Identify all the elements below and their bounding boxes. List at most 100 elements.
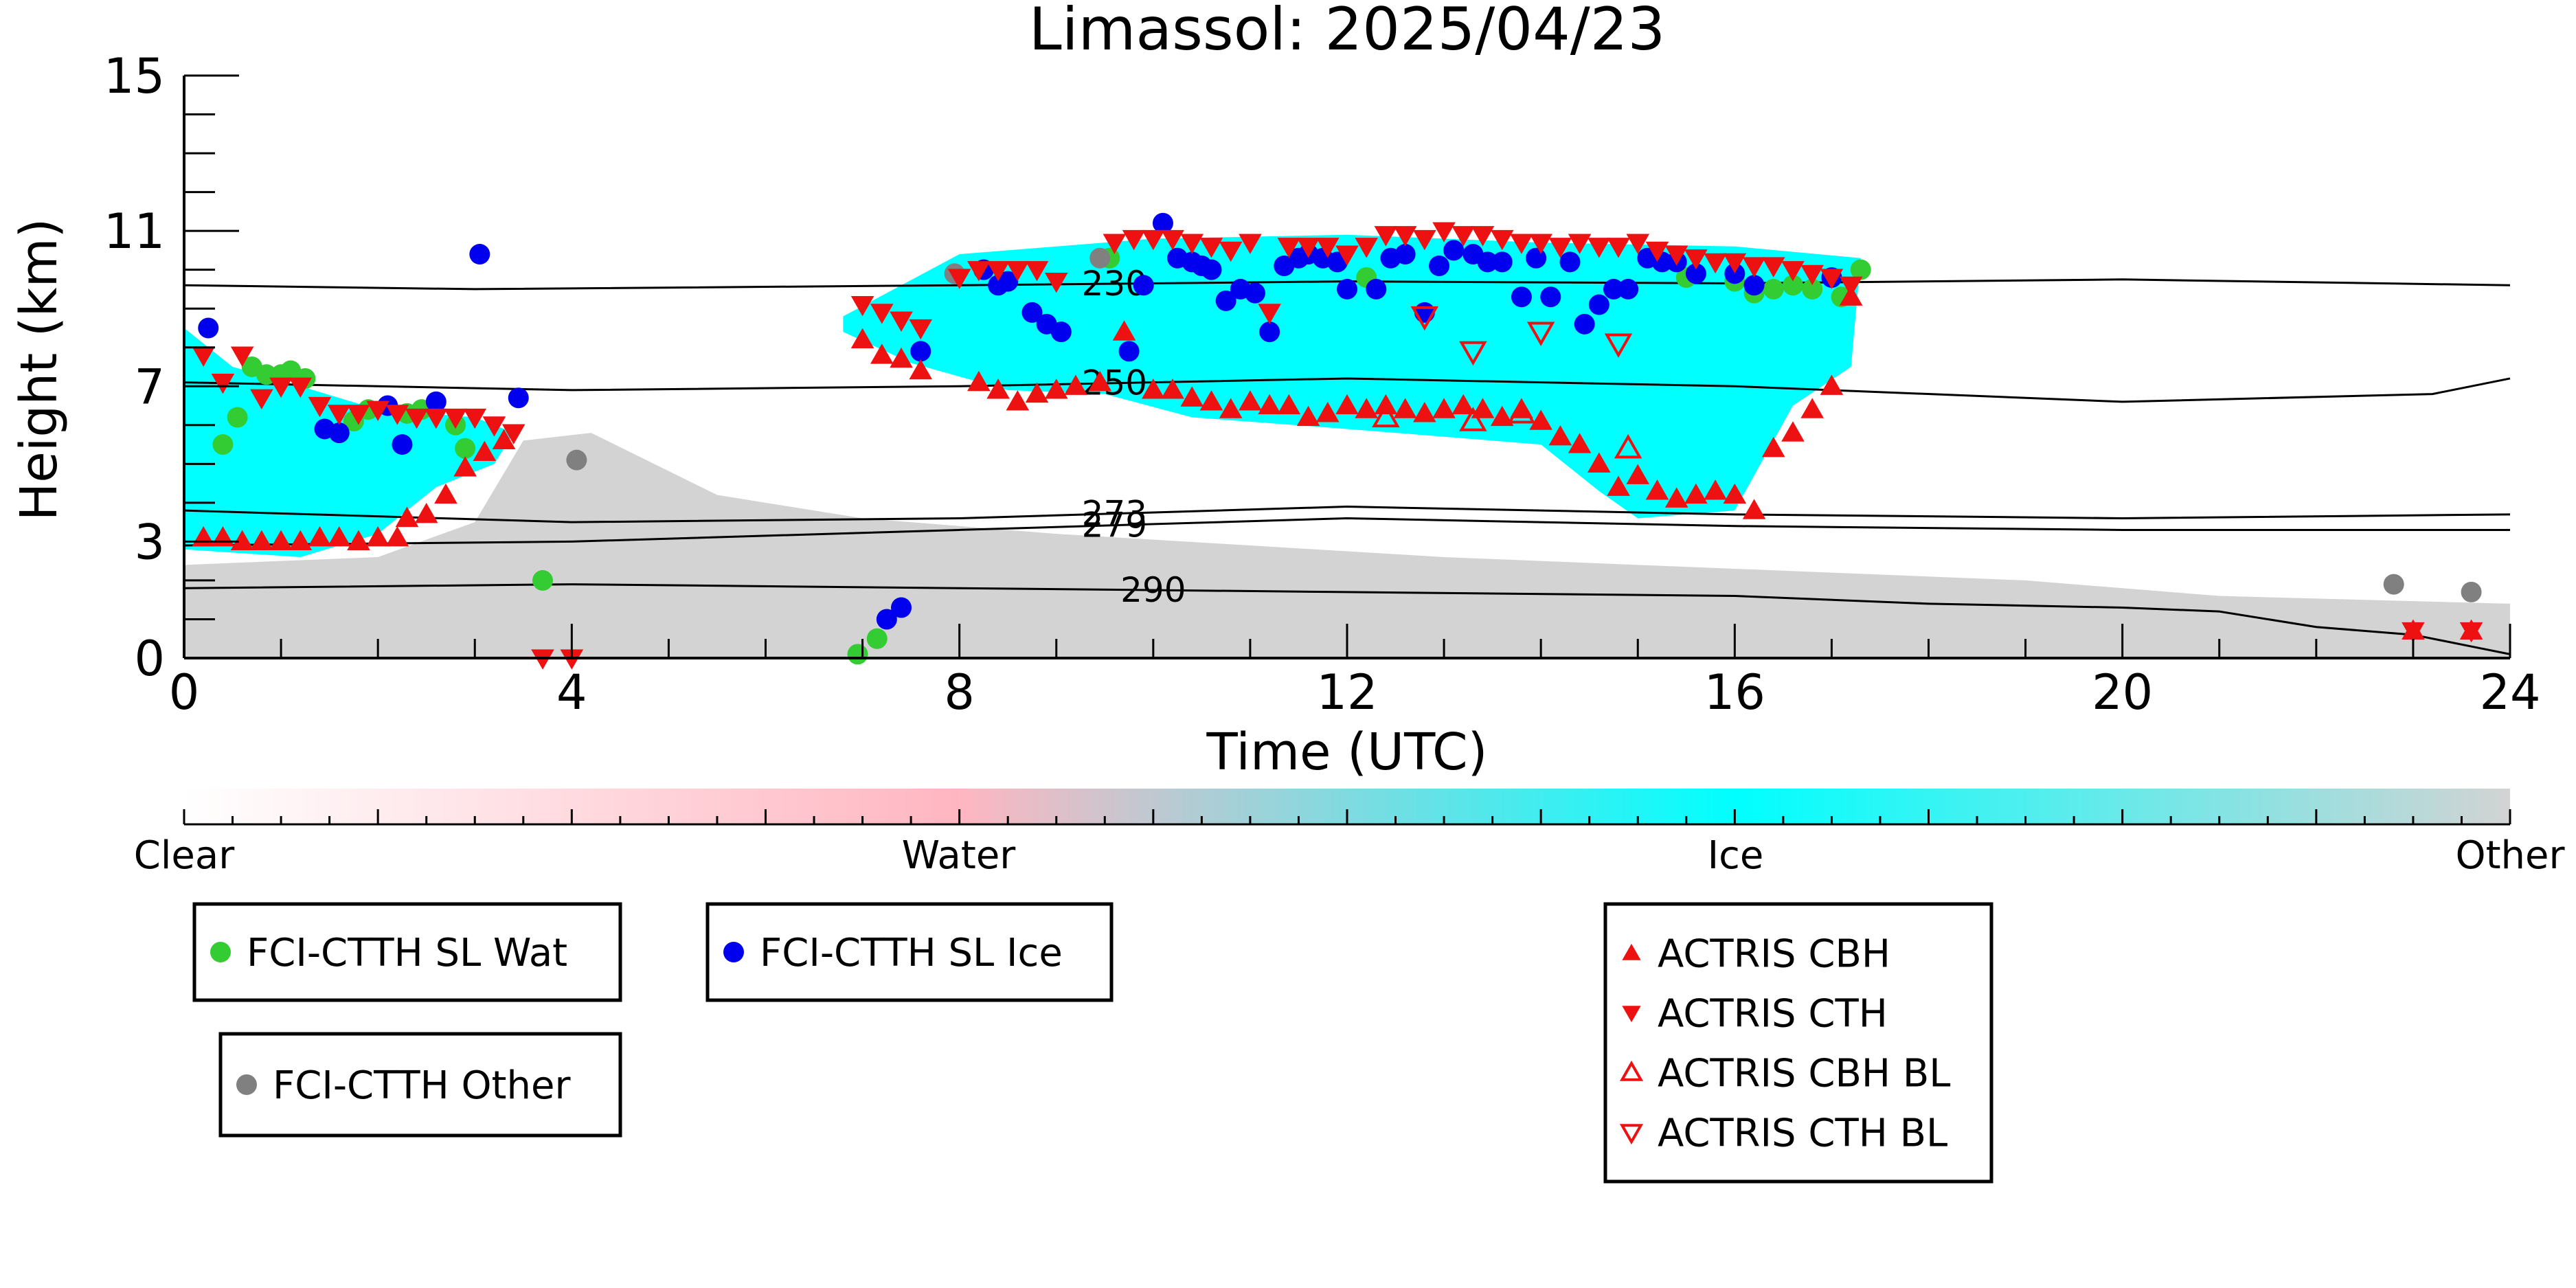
legend-box-2 xyxy=(218,1032,622,1138)
point-actris-cth-33 xyxy=(1180,234,1204,254)
point-fci-ctth-sl-wat-13 xyxy=(532,569,554,591)
point-fci-ctth-sl-ice-7 xyxy=(508,387,529,409)
point-actris-cbh-9 xyxy=(366,526,389,547)
colorbar-labels: Clear Water Ice Other xyxy=(134,833,2566,878)
point-actris-cbh-59 xyxy=(1723,483,1747,504)
point-actris-cth-8 xyxy=(347,405,370,425)
point-fci-ctth-other-4 xyxy=(2461,581,2482,602)
point-actris-cth-26 xyxy=(1006,261,1030,282)
point-actris-cbh-61 xyxy=(1761,436,1785,457)
point-actris-cth-23 xyxy=(947,269,971,289)
point-actris-cbh-24 xyxy=(1025,382,1049,403)
point-fci-ctth-other-2 xyxy=(1089,247,1111,269)
point-actris-cth-13 xyxy=(444,408,467,429)
point-actris-cbh-29 xyxy=(1142,379,1165,399)
point-fci-ctth-sl-ice-24 xyxy=(1215,290,1236,311)
colorbar-label-clear: Clear xyxy=(134,833,235,878)
legend-marker-actris-cbh xyxy=(1622,943,1641,960)
legend-label-actris-cth: ACTRIS CTH xyxy=(1658,992,1888,1037)
point-actris-cth-62 xyxy=(1742,257,1766,278)
point-actris-cth-29 xyxy=(1103,234,1127,254)
point-actris-cth-67 xyxy=(1839,276,1863,297)
point-fci-ctth-sl-ice-56 xyxy=(1743,275,1765,296)
point-actris-cbh-47 xyxy=(1490,405,1514,427)
y-tick-label-11: 11 xyxy=(104,203,165,260)
legend-label-fci-ctth-sl-wat: FCI-CTTH SL Wat xyxy=(247,931,567,975)
point-fci-ctth-sl-ice-26 xyxy=(1244,282,1265,304)
point-actris-cth-38 xyxy=(1277,238,1301,258)
point-actris-cth-4 xyxy=(269,377,293,398)
point-actris-cth-48 xyxy=(1471,226,1495,247)
point-fci-ctth-sl-ice-33 xyxy=(1337,278,1357,300)
point-actris-cbh-53 xyxy=(1607,475,1630,496)
point-actris-cth-37 xyxy=(1258,304,1281,324)
point-actris-cth-68 xyxy=(2402,622,2425,643)
point-actris-cbh-19 xyxy=(890,347,913,368)
legend-box-0 xyxy=(192,902,622,1002)
point-actris-cth-58 xyxy=(1664,245,1688,266)
point-actris-cbh-46 xyxy=(1471,398,1495,418)
colorbar: Clear Water Ice Other xyxy=(134,789,2566,878)
point-fci-ctth-sl-wat-23 xyxy=(1802,278,1823,300)
legend-label-actris-cbh: ACTRIS CBH xyxy=(1658,932,1890,977)
point-actris-cth-53 xyxy=(1568,234,1592,254)
point-actris-cbh-58 xyxy=(1704,479,1727,500)
point-actris-cth-19 xyxy=(850,295,874,317)
point-fci-ctth-sl-wat-21 xyxy=(1763,278,1784,300)
point-actris-cbh-5 xyxy=(289,530,313,550)
point-fci-ctth-other-0 xyxy=(566,449,587,471)
point-actris-cbh-30 xyxy=(1161,379,1184,399)
point-actris-cth-11 xyxy=(405,408,429,429)
point-actris-cbh-18 xyxy=(870,343,894,364)
y-tick-label-0: 0 xyxy=(134,631,165,687)
point-actris-cth-16 xyxy=(501,424,526,444)
point-fci-ctth-sl-ice-0 xyxy=(198,317,219,339)
point-actris-cbh-10 xyxy=(385,526,409,547)
point-fci-ctth-sl-ice-36 xyxy=(1394,244,1416,265)
point-fci-ctth-sl-ice-2 xyxy=(328,422,350,444)
point-actris-cth-25 xyxy=(986,261,1010,282)
point-actris-cbh-42 xyxy=(1393,398,1417,418)
contour-label-250: 250 xyxy=(1082,363,1147,403)
point-actris-cth-39 xyxy=(1296,238,1320,258)
point-actris-cth-3 xyxy=(250,389,273,410)
point-actris-cbh-39 xyxy=(1335,394,1359,415)
point-actris-cth-66 xyxy=(1820,269,1844,289)
point-actris-cth-59 xyxy=(1684,249,1708,270)
point-fci-ctth-sl-ice-4 xyxy=(392,434,413,455)
point-actris-cth-65 xyxy=(1800,264,1824,286)
point-fci-ctth-sl-ice-54 xyxy=(1685,263,1706,284)
point-actris-cth-9 xyxy=(366,400,389,421)
point-actris-cth-10 xyxy=(385,405,409,425)
point-actris-cbh-35 xyxy=(1258,394,1281,415)
point-actris-cth-0 xyxy=(192,346,216,367)
point-fci-ctth-sl-ice-48 xyxy=(1588,294,1609,315)
legend-box-3 xyxy=(1603,902,1993,1184)
point-actris-cbh-49 xyxy=(1529,409,1552,430)
point-fci-ctth-sl-ice-9 xyxy=(891,597,912,618)
point-fci-ctth-sl-ice-43 xyxy=(1511,286,1532,308)
contour-line-279 xyxy=(183,517,2510,547)
point-actris-cbh-27 xyxy=(1088,370,1112,392)
point-fci-ctth-sl-ice-49 xyxy=(1603,278,1624,300)
point-actris-cth-51 xyxy=(1529,234,1552,254)
point-actris-cbh-2 xyxy=(230,530,254,550)
point-actris-cbh-11 xyxy=(395,506,419,528)
point-fci-ctth-sl-ice-45 xyxy=(1540,286,1561,308)
point-actris-cth-41 xyxy=(1335,245,1359,266)
point-fci-ctth-sl-wat-12 xyxy=(455,438,476,459)
point-fci-ctth-sl-ice-46 xyxy=(1559,251,1581,273)
x-tick-label-24: 24 xyxy=(2479,664,2540,721)
point-actris-cth-34 xyxy=(1199,238,1223,258)
point-actris-cth-35 xyxy=(1219,241,1243,262)
point-actris-cth-2 xyxy=(230,346,254,367)
point-actris-cth-52 xyxy=(1548,238,1572,258)
point-actris-cbh-51 xyxy=(1568,433,1592,453)
point-actris-cbh-62 xyxy=(1781,421,1805,442)
point-actris-cth-55 xyxy=(1607,238,1630,258)
contour-line-273 xyxy=(183,506,2511,523)
point-actris-cth-7 xyxy=(327,405,351,425)
point-fci-ctth-sl-wat-0 xyxy=(212,434,234,455)
colorbar-label-water: Water xyxy=(902,833,1017,878)
